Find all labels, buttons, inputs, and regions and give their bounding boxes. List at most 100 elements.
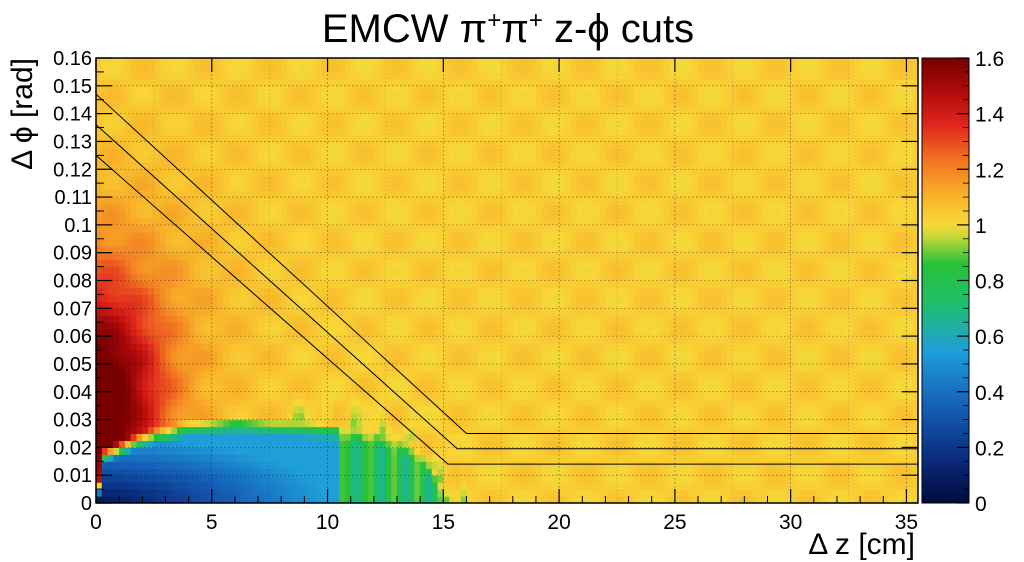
heatmap-cell (217, 440, 224, 448)
heatmap-cell (535, 134, 543, 143)
heatmap-cell (379, 169, 387, 177)
heatmap-cell (119, 419, 126, 428)
heatmap-cell (194, 120, 201, 129)
heatmap-cell (275, 315, 282, 323)
heatmap-cell (321, 99, 329, 108)
heatmap-cell (379, 287, 387, 295)
heatmap-cell (327, 183, 334, 191)
heatmap-cell (269, 78, 277, 87)
heatmap-cell (454, 64, 462, 73)
heatmap-cell (454, 252, 462, 261)
heatmap-cell (153, 475, 161, 483)
heatmap-cell (165, 370, 172, 379)
heatmap-cell (165, 461, 172, 469)
heatmap-cell (101, 238, 109, 247)
heatmap-cell (472, 384, 479, 393)
heatmap-cell (287, 294, 294, 302)
heatmap-cell (148, 377, 155, 386)
heatmap-cell (258, 106, 265, 115)
heatmap-cell (489, 58, 497, 66)
heatmap-cell (524, 92, 531, 101)
heatmap-cell (159, 322, 167, 330)
heatmap-cell (339, 426, 346, 435)
heatmap-cell (275, 266, 282, 275)
heatmap-cell (530, 155, 537, 163)
heatmap-cell (350, 398, 358, 407)
heatmap-cell (171, 231, 178, 240)
heatmap-cell (275, 405, 282, 414)
heatmap-cell (142, 391, 149, 400)
heatmap-cell (194, 308, 201, 316)
heatmap-cell (408, 148, 415, 156)
heatmap-cell (431, 496, 439, 503)
heatmap-cell (344, 489, 352, 497)
heatmap-cell (379, 190, 387, 198)
heatmap-cell (437, 294, 444, 302)
heatmap-cell (148, 384, 155, 393)
heatmap-cell (512, 58, 520, 66)
heatmap-cell (119, 343, 126, 351)
heatmap-cell (437, 343, 444, 351)
heatmap-cell (495, 398, 502, 407)
heatmap-cell (530, 294, 537, 302)
heatmap-cell (281, 322, 288, 330)
heatmap-cell (113, 308, 120, 316)
heatmap-cell (159, 71, 167, 80)
heatmap-cell (240, 322, 248, 330)
heatmap-cell (194, 106, 201, 115)
heatmap-cell (530, 280, 537, 289)
heatmap-cell (298, 322, 305, 330)
heatmap-cell (402, 294, 410, 302)
heatmap-cell (408, 113, 415, 122)
heatmap-cell (310, 78, 317, 87)
heatmap-cell (153, 224, 161, 233)
heatmap-cell (425, 99, 433, 108)
heatmap-cell (159, 405, 167, 414)
heatmap-cell (321, 482, 329, 490)
heatmap-cell (368, 190, 375, 198)
heatmap-cell (101, 169, 109, 177)
heatmap-cell (310, 273, 317, 282)
heatmap-cell (252, 322, 259, 330)
heatmap-cell (414, 398, 421, 407)
heatmap-cell (466, 391, 473, 400)
heatmap-cell (385, 120, 392, 129)
heatmap-cell (142, 190, 149, 198)
heatmap-cell (512, 197, 520, 205)
heatmap-cell (101, 363, 109, 372)
heatmap-cell (292, 496, 300, 503)
heatmap-cell (501, 294, 508, 302)
heatmap-cell (425, 287, 433, 295)
heatmap-cell (501, 78, 508, 87)
heatmap-cell (350, 92, 358, 101)
heatmap-cell (524, 85, 531, 94)
heatmap-cell (524, 134, 531, 143)
heatmap-cell (489, 64, 497, 73)
heatmap-cell (368, 440, 375, 448)
heatmap-cell (292, 384, 300, 393)
heatmap-cell (101, 343, 109, 351)
heatmap-cell (495, 92, 502, 101)
heatmap-cell (113, 127, 120, 136)
heatmap-cell (315, 169, 323, 177)
heatmap-cell (269, 141, 277, 149)
heatmap-cell (530, 287, 537, 295)
heatmap-cell (153, 454, 161, 462)
heatmap-cell (507, 141, 514, 149)
heatmap-cell (96, 197, 103, 205)
heatmap-cell (124, 461, 132, 469)
heatmap-cell (530, 58, 537, 66)
heatmap-cell (194, 64, 201, 73)
heatmap-cell (165, 217, 172, 226)
heatmap-cell (148, 287, 155, 295)
heatmap-cell (229, 315, 236, 323)
heatmap-cell (136, 224, 143, 233)
heatmap-cell (263, 426, 271, 435)
heatmap-cell (483, 329, 491, 337)
heatmap-cell (362, 329, 369, 337)
heatmap-cell (379, 329, 387, 337)
heatmap-cell (501, 287, 508, 295)
heatmap-cell (518, 64, 525, 73)
heatmap-cell (188, 204, 196, 212)
heatmap-cell (431, 92, 439, 101)
